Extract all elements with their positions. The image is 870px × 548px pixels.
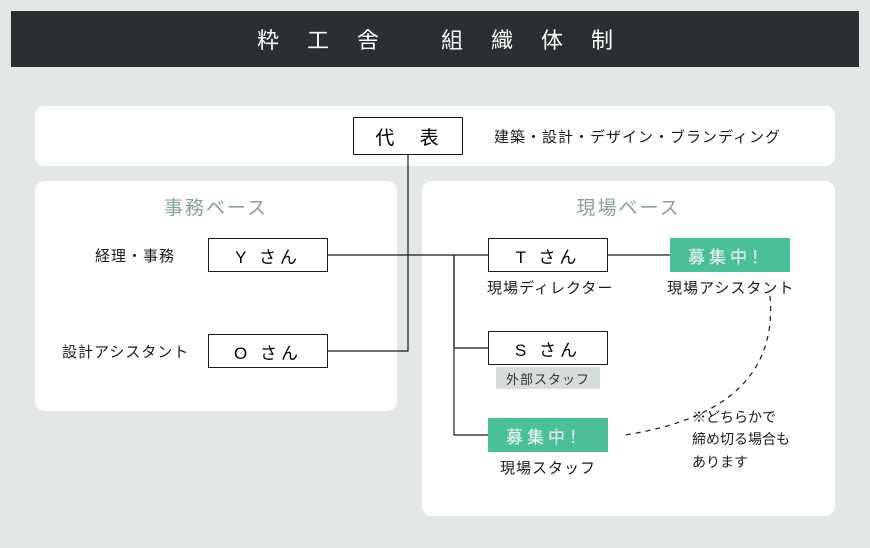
footnote: ※どちらかで 締め切る場合も あります <box>692 406 790 473</box>
footnote-line3: あります <box>692 454 748 470</box>
node-t: T さん <box>488 238 608 272</box>
footnote-line1: ※どちらかで <box>692 409 776 425</box>
label-role-r1: 現場アシスタント <box>667 277 794 298</box>
section-title-office: 事務ベース <box>35 181 397 220</box>
node-representative: 代 表 <box>353 117 463 155</box>
node-o: O さん <box>208 334 328 368</box>
label-rep-desc: 建築・設計・デザイン・ブランディング <box>494 126 781 147</box>
footnote-line2: 締め切る場合も <box>692 431 790 447</box>
header-title: 粋工舎 組織体制 <box>11 11 859 67</box>
tag-external-staff: 外部スタッフ <box>496 367 600 389</box>
node-recruit-assistant: 募集中！ <box>670 238 790 272</box>
label-role-r2: 現場スタッフ <box>500 457 596 478</box>
node-y: Y さん <box>208 238 328 272</box>
node-recruit-staff: 募集中！ <box>488 418 608 452</box>
label-role-y: 経理・事務 <box>95 245 175 266</box>
section-title-site: 現場ベース <box>422 181 835 220</box>
label-role-t: 現場ディレクター <box>487 277 613 298</box>
panel-office: 事務ベース <box>35 181 397 411</box>
label-role-o: 設計アシスタント <box>62 341 189 362</box>
node-s: S さん <box>488 331 608 365</box>
